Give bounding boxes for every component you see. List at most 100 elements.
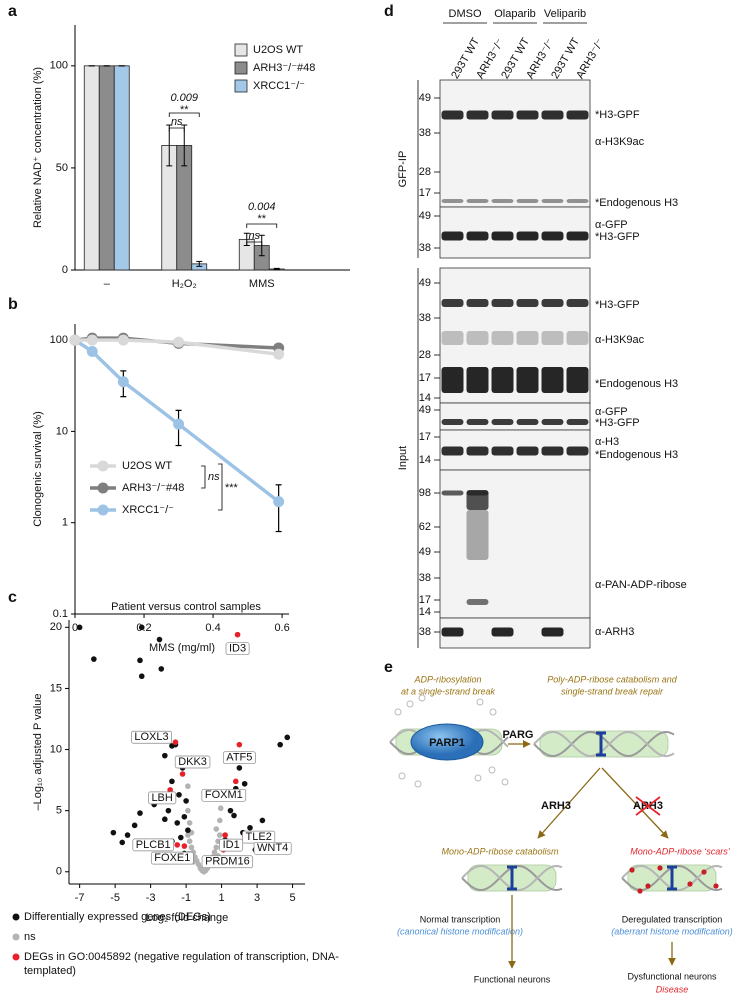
marker-label: 49 [419,404,431,416]
legend-label: ARH3⁻/⁻#48 [122,482,184,494]
error-bar [196,260,203,267]
point [86,334,98,346]
point [158,666,165,672]
point [259,817,266,824]
x-tick-label: -1 [181,892,191,904]
point [181,813,188,820]
x-tick-label: 5 [290,892,296,904]
par-chain [418,694,426,702]
point [211,849,218,856]
x-tick-label: – [104,278,111,290]
bar [83,65,100,271]
x-tick-label: 1 [219,892,225,904]
repair-mark [507,865,517,891]
blot-band [441,299,464,307]
label-box [150,851,194,865]
blot-band [441,367,464,393]
scar [657,865,663,871]
annotation: ns [248,230,260,242]
point [177,834,184,841]
blot-band [491,299,514,307]
blot-band [491,199,514,203]
y-tick-label: 100 [50,334,68,346]
x-tick-label: 3 [254,892,260,904]
point [236,765,243,771]
marker-label: 17 [419,187,431,199]
error-bar [273,267,280,271]
point-label: FOXE1 [154,852,190,864]
point [213,844,220,851]
point [172,739,179,746]
step-text: single-strand break repair [561,686,664,696]
point [69,334,81,346]
point [156,636,163,643]
result-label: Functional neurons [474,974,551,984]
point [186,838,193,845]
blot-band [541,367,564,393]
y-axis-label: –Log₁₀ adjusted P value [32,694,44,811]
annotation: 0.004 [248,201,276,213]
blot-band [566,419,589,425]
blot-band [566,331,589,345]
chart-title: Patient versus control samples [111,601,261,613]
y-tick-label: 0 [62,264,68,276]
annotation: 0.009 [170,92,198,104]
point [91,656,97,662]
y-tick-label: 20 [50,621,62,633]
par-chain [488,766,496,774]
blot-label: α-H3 [595,436,619,448]
blot-band [541,627,564,637]
legend-label: U2OS WT [122,460,172,472]
blot-panel [439,469,591,619]
marker-label: 17 [419,372,431,384]
process-label: Mono-ADP-ribose catabolism [441,846,559,856]
group-label: DMSO [449,8,482,20]
point [131,822,138,829]
point [247,824,253,831]
y-axis-label: Relative NAD⁺ concentration (%) [32,67,44,228]
par-chain [476,698,484,706]
point [162,752,168,759]
legend-label: XRCC1⁻/⁻ [122,504,174,516]
legend-marker [12,953,20,961]
blot-band [466,367,489,393]
blot-band [491,110,514,120]
marker-label: 28 [419,166,431,178]
legend-label: XRCC1⁻/⁻ [253,80,305,92]
point [176,791,182,798]
enzyme-label: PARP1 [429,737,465,749]
x-tick-label: 0 [72,622,78,634]
blot-band [516,199,539,203]
blot-band [466,231,489,241]
blot-label: α-H3K9ac [595,136,645,148]
point [173,336,185,348]
par-chain [406,700,414,708]
y-tick-label: 0 [56,866,62,878]
blot-panel [439,402,591,431]
x-tick-label: 0.4 [205,622,220,634]
result-label: Disease [656,984,689,994]
blot-band [441,331,464,345]
process-label: Mono-ADP-ribose ‘scars’ [630,846,731,856]
par-chain [394,708,402,716]
marker-label: 38 [419,127,431,139]
y-tick-label: 100 [50,60,68,72]
point-label: LOXL3 [134,731,168,743]
legend-swatch [234,79,248,93]
point [76,624,83,631]
point [179,771,186,777]
point [277,741,283,748]
annotation: *** [225,482,239,494]
blot-panel [439,206,591,259]
x-tick-label: -5 [110,892,120,904]
blot-band [491,231,514,241]
scar [687,881,693,887]
par-chain [398,772,406,780]
outcome-label: (canonical histone modification) [397,926,523,936]
point [183,798,189,804]
blot-label: α-ARH3 [595,626,634,638]
outcome-label: Normal transcription [420,914,501,924]
blot-label: *Endogenous H3 [595,197,678,209]
